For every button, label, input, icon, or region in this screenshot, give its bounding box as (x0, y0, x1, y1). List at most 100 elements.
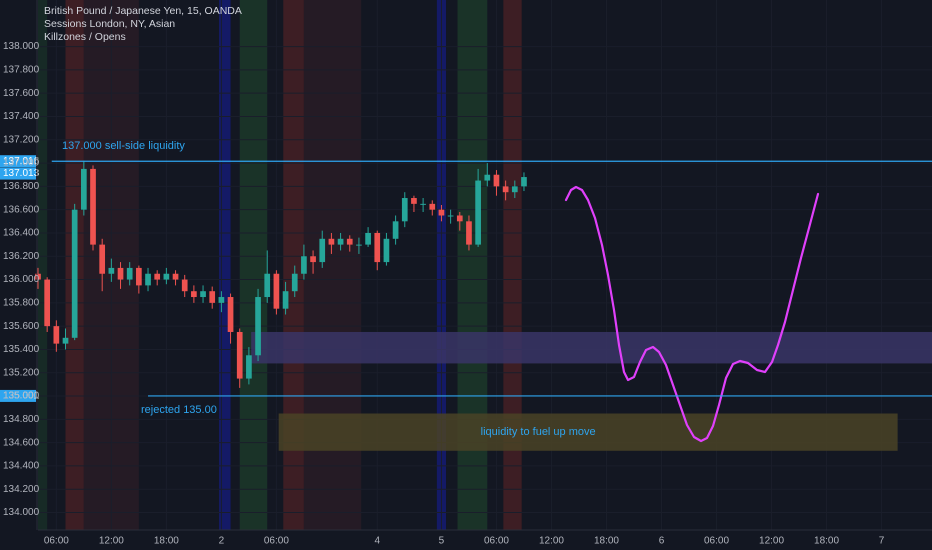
y-tick-label: 137.000 (3, 158, 40, 169)
candle-body (511, 186, 518, 193)
y-tick-label: 136.200 (3, 251, 40, 262)
overlay: 137.000 sell-side liquidity 137.016 reject… (0, 140, 932, 416)
candle-body (90, 168, 96, 245)
candle-body (301, 256, 307, 274)
candle-body (108, 267, 115, 274)
last-price-tag (0, 167, 36, 180)
candle-body (383, 238, 390, 263)
candle-body (236, 331, 243, 379)
x-tick-label: 7 (879, 536, 885, 547)
candle-body (35, 273, 41, 280)
candle-body (154, 273, 161, 280)
candle-body (319, 238, 326, 263)
candle-body (447, 215, 454, 217)
x-tick-label: 18:00 (154, 536, 179, 547)
candle-body (255, 297, 261, 356)
candle-body (136, 267, 142, 286)
price-tag-label: 135.001 (3, 391, 40, 402)
candle-body (502, 186, 509, 193)
chart-title: British Pound / Japanese Yen, 15, OANDA (44, 5, 242, 17)
x-tick-label: 12:00 (539, 536, 564, 547)
candle-body (62, 337, 69, 344)
session-band (38, 0, 48, 530)
candle-body (71, 209, 78, 338)
candle-body (328, 238, 335, 245)
y-tick-label: 137.400 (3, 111, 40, 122)
candle-body (346, 238, 353, 245)
y-tick-label: 134.600 (3, 437, 40, 448)
candle-body (475, 180, 481, 245)
candle-body (337, 238, 344, 245)
candle-body (53, 326, 60, 344)
indicator-name: Killzones / Opens (44, 31, 126, 43)
candle-body (209, 291, 216, 303)
candle-body (420, 203, 426, 205)
y-tick-label: 134.800 (3, 414, 40, 425)
y-tick-label: 136.400 (3, 228, 40, 239)
candle-body (401, 198, 408, 222)
zone (251, 331, 932, 364)
y-tick-label: 135.400 (3, 344, 40, 355)
candle-body (246, 355, 252, 379)
x-tick-label: 5 (439, 536, 445, 547)
price-tag (0, 389, 36, 402)
candle-body (81, 168, 87, 210)
y-tick-label: 137.800 (3, 65, 40, 76)
candle-body (521, 177, 527, 187)
projection-path (564, 185, 820, 443)
y-tick-label: 134.200 (3, 484, 40, 495)
candles (35, 160, 527, 388)
candle-body (117, 267, 124, 280)
x-tick-label: 2 (219, 536, 225, 547)
y-tick-label: 134.400 (3, 461, 40, 472)
y-tick-label: 136.800 (3, 181, 40, 192)
candle-body (356, 244, 362, 246)
candle-body (44, 279, 51, 327)
candle-body (264, 273, 271, 298)
level-annotation: 137.000 sell-side liquidity (62, 140, 185, 152)
y-tick-label: 138.000 (3, 41, 40, 52)
session-band (219, 0, 231, 530)
x-tick-label: 06:00 (44, 536, 69, 547)
candle-body (282, 291, 289, 309)
candle-body (310, 256, 316, 263)
y-tick-label: 137.200 (3, 134, 40, 145)
candle-body (365, 232, 371, 245)
candle-body (466, 221, 472, 245)
candle-body (273, 273, 280, 309)
y-tick-label: 136.600 (3, 204, 40, 215)
candle-body (438, 209, 445, 216)
session-band (239, 0, 268, 530)
x-tick-label: 18:00 (594, 536, 619, 547)
zone-label: liquidity to fuel up move (481, 426, 596, 438)
x-tick-label: 4 (374, 536, 380, 547)
y-tick-label: 135.600 (3, 321, 40, 332)
y-tick-label: 137.600 (3, 88, 40, 99)
x-tick-label: 18:00 (814, 536, 839, 547)
y-tick-label: 134.000 (3, 507, 40, 518)
candle-body (227, 297, 234, 332)
session-band (503, 0, 522, 530)
session-band (283, 0, 304, 530)
zone (278, 413, 898, 451)
x-tick-label: 06:00 (484, 536, 509, 547)
candle-body (172, 273, 179, 280)
candle-body (99, 244, 106, 274)
candle-body (218, 297, 225, 303)
x-tick-label: 06:00 (704, 536, 729, 547)
x-tick-label: 6 (659, 536, 665, 547)
x-tick-label: 12:00 (759, 536, 784, 547)
y-tick-label: 135.200 (3, 367, 40, 378)
zones: liquidity to fuel up move (251, 331, 932, 451)
candle-body (191, 291, 197, 298)
x-tick-label: 12:00 (99, 536, 124, 547)
x-tick-label: 06:00 (264, 536, 289, 547)
candle-body (429, 203, 436, 210)
candle-body (200, 291, 206, 298)
y-tick-label: 135.000 (3, 391, 40, 402)
level-annotation: rejected 135.00 (141, 404, 217, 416)
last-price-label: 137.013 (3, 168, 40, 179)
candle-body (145, 273, 151, 286)
candle-body (163, 273, 170, 280)
